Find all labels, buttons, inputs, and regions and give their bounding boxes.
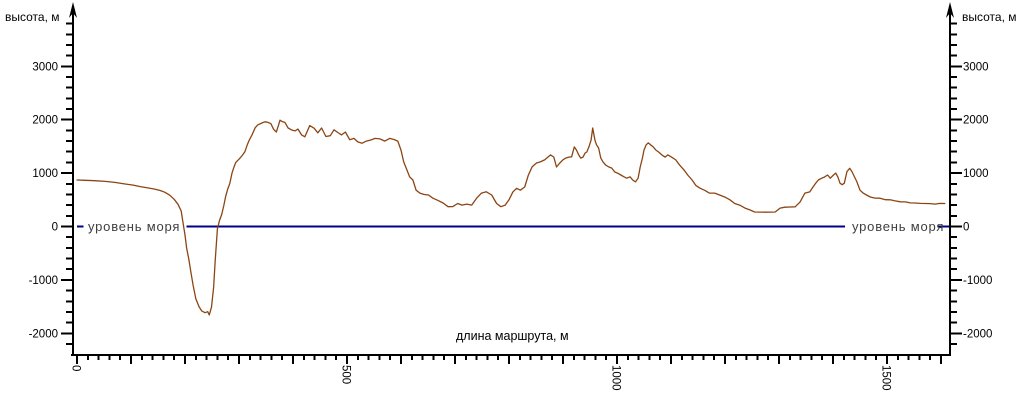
y-tick-label-left: -1000: [29, 275, 58, 287]
elevation-profile-line: [76, 119, 946, 316]
y-tick-label-left: -2000: [29, 328, 58, 340]
y-tick-label-right: 1000: [963, 168, 989, 180]
x-axis-title: длина маршрута, м: [456, 329, 569, 343]
x-tick-label: 1000: [610, 365, 622, 391]
y-tick-label-left: 3000: [32, 61, 58, 73]
x-ticks: 0 500 1000 1500: [70, 355, 942, 391]
x-tick-label: 0: [70, 365, 82, 371]
y-tick-label-right: 2000: [963, 115, 989, 127]
y-tick-label-left: 0: [52, 222, 58, 234]
sea-level-label-right: уровень моря: [852, 219, 945, 234]
y-tick-label-right: 0: [963, 222, 969, 234]
x-tick-label: 500: [340, 365, 352, 384]
y-axis-title-left: высота, м: [5, 10, 60, 24]
y-tick-label-right: -2000: [963, 328, 992, 340]
y-tick-label-left: 1000: [32, 168, 58, 180]
axis-arrow-icon: [69, 2, 77, 18]
x-tick-label: 1500: [880, 365, 892, 391]
sea-level-label-left: уровень моря: [88, 219, 181, 234]
y-axis-title-right: высота, м: [962, 10, 1017, 24]
y-ticks: 3000 3000 2000 2000 1000 1000 0 0 -1000 -1000 -200…: [29, 22, 992, 345]
y-tick-label-right: -1000: [963, 275, 992, 287]
y-tick-label-left: 2000: [32, 115, 58, 127]
y-tick-label-right: 3000: [963, 61, 989, 73]
axis-arrow-icon: [946, 2, 954, 18]
